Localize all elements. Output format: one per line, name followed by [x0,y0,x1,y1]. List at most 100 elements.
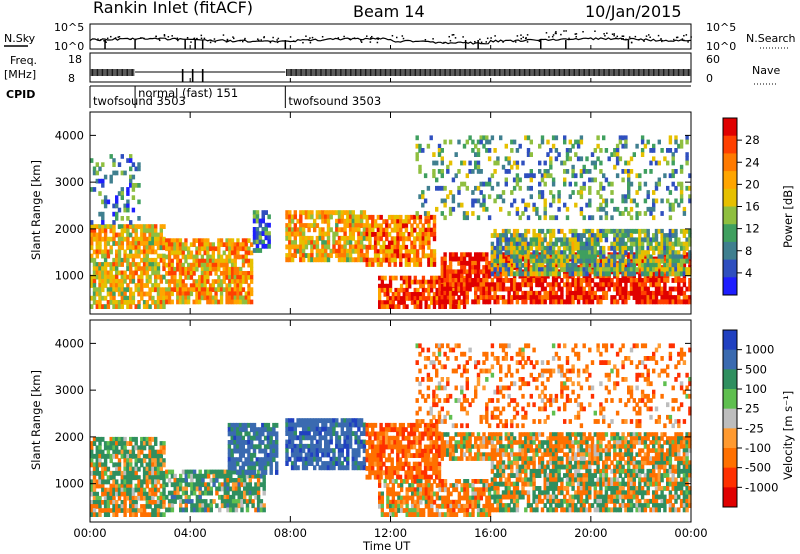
heatmap-cell [92,249,97,255]
heatmap-cell [239,254,243,260]
heatmap-cell [247,299,251,305]
heatmap-cell [134,304,138,309]
heatmap-cell [103,462,108,468]
heatmap-cell [496,237,500,243]
heatmap-cell [554,241,559,247]
heatmap-cell [574,258,578,264]
heatmap-cell [416,287,420,293]
heatmap-cell [123,487,127,493]
heatmap-cell [215,490,219,496]
heatmap-cell [532,228,536,234]
heatmap-cell [170,490,175,496]
heatmap-cell [627,245,631,251]
heatmap-cell [482,135,486,141]
heatmap-cell [460,290,464,296]
heatmap-cell [123,449,127,455]
heatmap-cell [159,512,163,517]
heatmap-cell [543,233,547,238]
heatmap-cell [462,278,467,283]
heatmap-cell [142,232,147,238]
heatmap-cell [267,235,271,241]
heatmap-cell [440,211,444,216]
heatmap-cell [154,224,158,229]
heatmap-cell [565,169,570,174]
heatmap-cell [129,253,133,259]
heatmap-cell [184,503,188,509]
heatmap-cell [391,304,395,309]
heatmap-cell [671,233,675,238]
heatmap-cell [228,279,232,284]
heatmap-cell [241,275,246,280]
heatmap-cell [156,300,161,305]
heatmap-cell [540,262,545,268]
heatmap-cell [554,299,559,305]
heatmap-cell [427,214,431,220]
heatmap-cell [181,478,186,483]
heatmap-cell [184,478,188,483]
heatmap-cell [123,445,127,451]
heatmap-cell [106,445,111,451]
heatmap-cell [326,227,331,233]
heatmap-cell [615,267,620,273]
heatmap-cell [239,291,243,297]
heatmap-cell [660,241,664,247]
heatmap-cell [250,271,254,276]
heatmap-cell [590,278,595,283]
heatmap-cell [255,248,260,253]
heatmap-cell [448,256,453,262]
heatmap-cell [315,235,320,241]
heatmap-cell [443,278,447,283]
heatmap-cell [106,441,111,446]
heatmap-cell [430,227,434,233]
heatmap-cell [151,453,155,459]
heatmap-cell [574,173,578,179]
heatmap-cell [148,257,152,263]
heatmap-cell [638,290,642,296]
heatmap-cell [131,241,136,246]
heatmap-cell [401,219,406,225]
heatmap-cell [476,295,481,300]
heatmap-cell [117,291,122,297]
heatmap-cell [419,300,423,305]
heatmap-cell [512,241,517,247]
heatmap-cell [313,257,317,263]
heatmap-cell [170,238,174,243]
heatmap-cell [293,248,297,254]
heatmap-cell [131,475,136,481]
heatmap-cell [340,248,344,254]
heatmap-cell [571,258,575,264]
heatmap-cell [385,236,389,242]
heatmap-cell [165,473,169,479]
heatmap-cell [682,245,687,251]
heatmap-cell [145,436,149,442]
heatmap-cell [643,181,648,187]
heatmap-cell [167,238,172,243]
heatmap-cell [126,304,130,309]
heatmap-cell [551,194,556,200]
heatmap-cell [515,211,520,216]
heatmap-cell [236,242,240,247]
heatmap-cell [351,227,355,233]
heatmap-cell [156,287,161,293]
heatmap-cell [103,500,108,505]
heatmap-cell [236,279,240,284]
heatmap-cell [285,235,289,241]
heatmap-cell [211,299,215,305]
heatmap-cell [123,224,127,229]
heatmap-cell [624,194,628,200]
heatmap-cell [496,258,500,264]
heatmap-cell [493,286,497,292]
heatmap-cell [568,250,572,256]
heatmap-cell [241,427,245,433]
heatmap-cell [588,254,592,260]
heatmap-cell [413,240,417,246]
heatmap-cell [560,241,564,247]
heatmap-cell [393,249,397,255]
heatmap-cell [200,266,204,272]
heatmap-cell [560,278,564,283]
heatmap-cell [646,262,650,268]
heatmap-cell [471,265,475,270]
heatmap-cell [198,262,202,268]
heatmap-cell [340,244,344,250]
heatmap-cell [643,282,648,288]
